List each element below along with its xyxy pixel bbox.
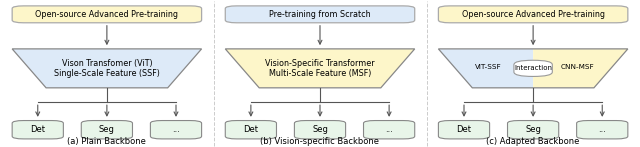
FancyBboxPatch shape [12, 6, 202, 23]
FancyBboxPatch shape [294, 121, 346, 139]
FancyBboxPatch shape [225, 6, 415, 23]
FancyBboxPatch shape [81, 121, 132, 139]
Text: (a) Plain Backbone: (a) Plain Backbone [67, 137, 147, 146]
Text: (c) Adapted Backbone: (c) Adapted Backbone [486, 137, 580, 146]
Text: Det: Det [243, 125, 259, 134]
FancyBboxPatch shape [514, 60, 552, 76]
Text: Seg: Seg [525, 125, 541, 134]
FancyBboxPatch shape [225, 121, 276, 139]
FancyBboxPatch shape [150, 121, 202, 139]
Polygon shape [225, 49, 415, 88]
FancyBboxPatch shape [508, 121, 559, 139]
Text: Det: Det [30, 125, 45, 134]
Text: Seg: Seg [99, 125, 115, 134]
Text: (b) Vision-specific Backbone: (b) Vision-specific Backbone [260, 137, 380, 146]
Text: Interaction: Interaction [514, 65, 552, 71]
Text: CNN-MSF: CNN-MSF [561, 64, 595, 70]
Text: Pre-training from Scratch: Pre-training from Scratch [269, 10, 371, 19]
Text: Vision-Specific Transformer
Multi-Scale Feature (MSF): Vision-Specific Transformer Multi-Scale … [265, 59, 375, 78]
FancyBboxPatch shape [364, 121, 415, 139]
Text: Vison Transfomer (ViT)
Single-Scale Feature (SSF): Vison Transfomer (ViT) Single-Scale Feat… [54, 59, 160, 78]
FancyBboxPatch shape [438, 6, 628, 23]
Polygon shape [438, 49, 533, 88]
Text: Open-source Advanced Pre-training: Open-source Advanced Pre-training [461, 10, 605, 19]
Text: ...: ... [172, 125, 180, 134]
Text: Det: Det [456, 125, 472, 134]
Text: Seg: Seg [312, 125, 328, 134]
FancyBboxPatch shape [577, 121, 628, 139]
Text: Open-source Advanced Pre-training: Open-source Advanced Pre-training [35, 10, 179, 19]
Polygon shape [12, 49, 202, 88]
FancyBboxPatch shape [438, 121, 490, 139]
Text: ...: ... [598, 125, 606, 134]
Text: ViT-SSF: ViT-SSF [475, 64, 502, 70]
Text: ...: ... [385, 125, 393, 134]
FancyBboxPatch shape [12, 121, 63, 139]
Polygon shape [533, 49, 628, 88]
